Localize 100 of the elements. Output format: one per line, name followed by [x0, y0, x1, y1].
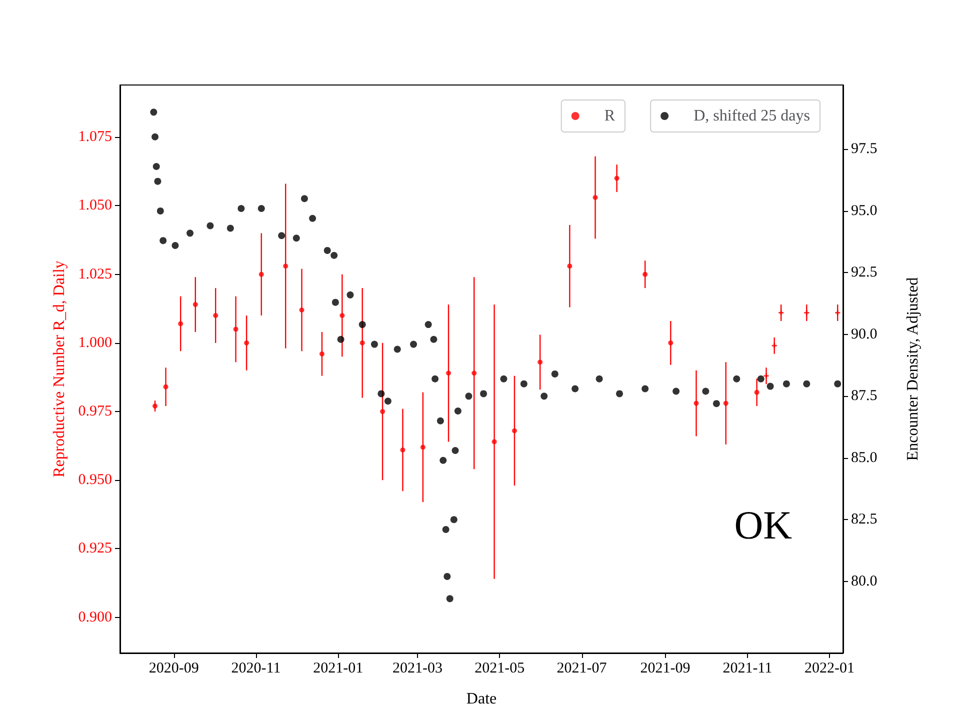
point	[186, 230, 194, 237]
point	[567, 264, 572, 269]
y2-tick-label: 82.5	[851, 512, 878, 528]
point	[160, 237, 167, 244]
point	[500, 375, 508, 382]
legend-label: R	[604, 108, 616, 124]
point	[337, 336, 344, 343]
point	[771, 342, 778, 349]
x-tick-label: 2021-07	[556, 660, 608, 676]
point	[152, 162, 160, 170]
y-tick-label: 1.050	[78, 198, 112, 214]
point	[446, 595, 454, 602]
point	[163, 384, 168, 390]
point	[834, 310, 841, 316]
point	[378, 390, 385, 398]
x-axis-title: Date	[466, 690, 497, 708]
point	[551, 370, 558, 378]
x-tick-label: 2021-11	[722, 660, 772, 676]
x-tick-label: 2021-05	[474, 660, 525, 676]
point	[244, 340, 250, 346]
y2-tick-label: 95.0	[851, 202, 878, 219]
point	[442, 526, 450, 534]
y-axis-title: Reproductive Number R_d, Daily	[50, 260, 68, 478]
point	[642, 385, 649, 392]
point	[206, 222, 214, 230]
point	[233, 326, 238, 332]
point	[154, 178, 162, 185]
point	[430, 336, 438, 343]
point	[803, 380, 810, 388]
point	[358, 321, 366, 328]
point	[420, 444, 426, 450]
point	[283, 264, 288, 269]
point	[278, 232, 286, 240]
point	[340, 312, 345, 318]
y-tick-label: 0.950	[78, 472, 112, 488]
point	[324, 246, 331, 254]
point	[213, 312, 218, 318]
y-tick-label: 1.000	[78, 334, 112, 351]
x-tick-label: 2020-11	[231, 660, 281, 676]
point	[642, 272, 648, 277]
point	[763, 372, 770, 380]
point	[754, 390, 760, 395]
point	[238, 204, 245, 212]
point	[432, 375, 439, 382]
point	[803, 310, 810, 316]
point	[454, 407, 462, 414]
y-tick-label: 0.900	[78, 609, 112, 626]
point	[424, 321, 432, 328]
point	[520, 380, 528, 388]
point	[192, 302, 198, 308]
point	[370, 340, 378, 348]
point	[694, 400, 699, 406]
x-tick-label: 2022-01	[804, 660, 855, 676]
point	[150, 108, 158, 116]
point	[757, 375, 764, 382]
point	[440, 456, 447, 464]
point	[614, 176, 620, 181]
point	[330, 252, 338, 259]
point	[766, 382, 774, 390]
point	[465, 392, 472, 400]
point	[299, 308, 304, 313]
point	[394, 346, 401, 353]
point	[156, 207, 164, 214]
x-tick-label: 2021-01	[313, 660, 364, 676]
y2-tick-label: 97.5	[851, 141, 878, 158]
point	[733, 375, 740, 382]
point	[540, 392, 548, 400]
point	[360, 340, 365, 346]
point	[226, 224, 234, 232]
point	[668, 340, 674, 346]
legend-label: D, shifted 25 days	[694, 108, 810, 124]
point	[592, 195, 598, 200]
point	[616, 390, 624, 398]
point	[723, 400, 728, 406]
point	[309, 214, 316, 222]
point	[572, 385, 579, 392]
y2-tick-label: 90.0	[851, 326, 878, 342]
point	[436, 417, 444, 424]
y2-tick-label: 87.5	[851, 388, 878, 404]
point	[384, 398, 392, 405]
point	[782, 380, 790, 388]
point	[410, 340, 418, 348]
y-tick-label: 1.025	[78, 266, 112, 282]
point	[258, 272, 264, 277]
point	[778, 310, 784, 316]
point	[346, 291, 354, 298]
y-tick-label: 0.925	[78, 540, 112, 557]
y-tick-label: 0.975	[78, 404, 112, 420]
y-tick-label: 1.075	[78, 129, 112, 146]
point	[512, 428, 517, 434]
point	[152, 133, 159, 140]
point	[380, 409, 386, 414]
point	[400, 447, 406, 452]
point	[178, 321, 184, 326]
point	[446, 370, 452, 376]
y2-tick-label: 92.5	[851, 264, 878, 281]
point	[152, 404, 158, 409]
point	[472, 370, 477, 376]
y2-axis-title: Encounter Density, Adjusted	[904, 277, 922, 461]
point	[480, 390, 488, 398]
